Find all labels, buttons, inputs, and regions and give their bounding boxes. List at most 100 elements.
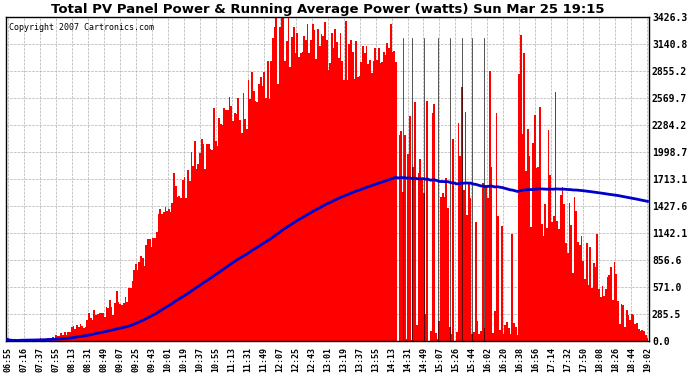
Bar [566, 253, 569, 341]
Bar [525, 171, 527, 341]
Bar [102, 313, 103, 341]
Bar [184, 177, 186, 341]
Bar [31, 340, 32, 341]
Bar [147, 239, 149, 341]
Bar [168, 209, 170, 341]
Bar [225, 110, 227, 341]
Bar [196, 170, 197, 341]
Bar [449, 327, 451, 341]
Bar [350, 40, 352, 341]
Bar [466, 215, 468, 341]
Bar [66, 335, 68, 341]
Bar [627, 315, 629, 341]
Bar [170, 212, 171, 341]
Bar [289, 67, 291, 341]
Bar [497, 216, 499, 341]
Bar [556, 221, 558, 341]
Bar [522, 134, 524, 341]
Bar [548, 130, 549, 341]
Bar [258, 84, 260, 341]
Bar [7, 339, 8, 341]
Bar [135, 264, 137, 341]
Bar [319, 46, 321, 341]
Bar [480, 331, 482, 341]
Bar [111, 307, 112, 341]
Bar [255, 101, 257, 341]
Bar [464, 112, 466, 341]
Bar [346, 80, 348, 341]
Bar [463, 190, 464, 341]
Bar [230, 106, 232, 341]
Bar [156, 232, 157, 341]
Bar [453, 139, 454, 341]
Bar [234, 113, 235, 341]
Bar [210, 148, 211, 341]
Bar [620, 304, 622, 341]
Bar [586, 243, 588, 341]
Bar [235, 114, 237, 341]
Bar [339, 33, 342, 341]
Bar [473, 332, 475, 341]
Bar [55, 335, 57, 341]
Bar [535, 168, 538, 341]
Bar [14, 340, 15, 341]
Bar [359, 76, 360, 341]
Bar [338, 58, 339, 341]
Bar [29, 340, 31, 341]
Bar [164, 207, 166, 341]
Bar [444, 197, 446, 341]
Bar [362, 46, 364, 341]
Bar [571, 225, 572, 341]
Bar [468, 183, 470, 341]
Bar [386, 43, 388, 341]
Bar [532, 142, 534, 341]
Bar [34, 339, 36, 341]
Bar [189, 182, 190, 341]
Bar [298, 57, 299, 341]
Bar [97, 315, 99, 341]
Bar [638, 328, 640, 341]
Bar [32, 339, 34, 341]
Bar [24, 340, 26, 341]
Bar [93, 310, 95, 341]
Bar [328, 70, 329, 341]
Bar [118, 302, 119, 341]
Bar [38, 339, 39, 341]
Bar [392, 52, 393, 341]
Bar [517, 335, 518, 341]
Bar [137, 270, 139, 341]
Bar [295, 53, 296, 341]
Bar [475, 222, 477, 341]
Bar [142, 258, 144, 341]
Bar [582, 261, 584, 341]
Bar [246, 129, 248, 341]
Bar [100, 313, 102, 341]
Bar [203, 144, 204, 341]
Bar [402, 192, 404, 341]
Bar [430, 330, 431, 341]
Bar [36, 339, 38, 341]
Bar [244, 118, 246, 341]
Bar [353, 79, 355, 341]
Bar [437, 339, 439, 341]
Bar [546, 228, 548, 341]
Bar [367, 63, 369, 341]
Bar [125, 297, 126, 341]
Bar [478, 334, 480, 341]
Bar [380, 63, 382, 341]
Bar [342, 61, 343, 341]
Bar [470, 198, 471, 341]
Bar [385, 55, 386, 341]
Bar [416, 325, 417, 341]
Bar [180, 198, 182, 341]
Bar [173, 174, 175, 341]
Bar [502, 334, 504, 341]
Bar [291, 37, 293, 341]
Bar [442, 193, 444, 341]
Bar [39, 338, 41, 341]
Bar [447, 208, 449, 341]
Bar [534, 115, 535, 341]
Bar [605, 290, 607, 341]
Bar [307, 24, 308, 341]
Bar [57, 336, 59, 341]
